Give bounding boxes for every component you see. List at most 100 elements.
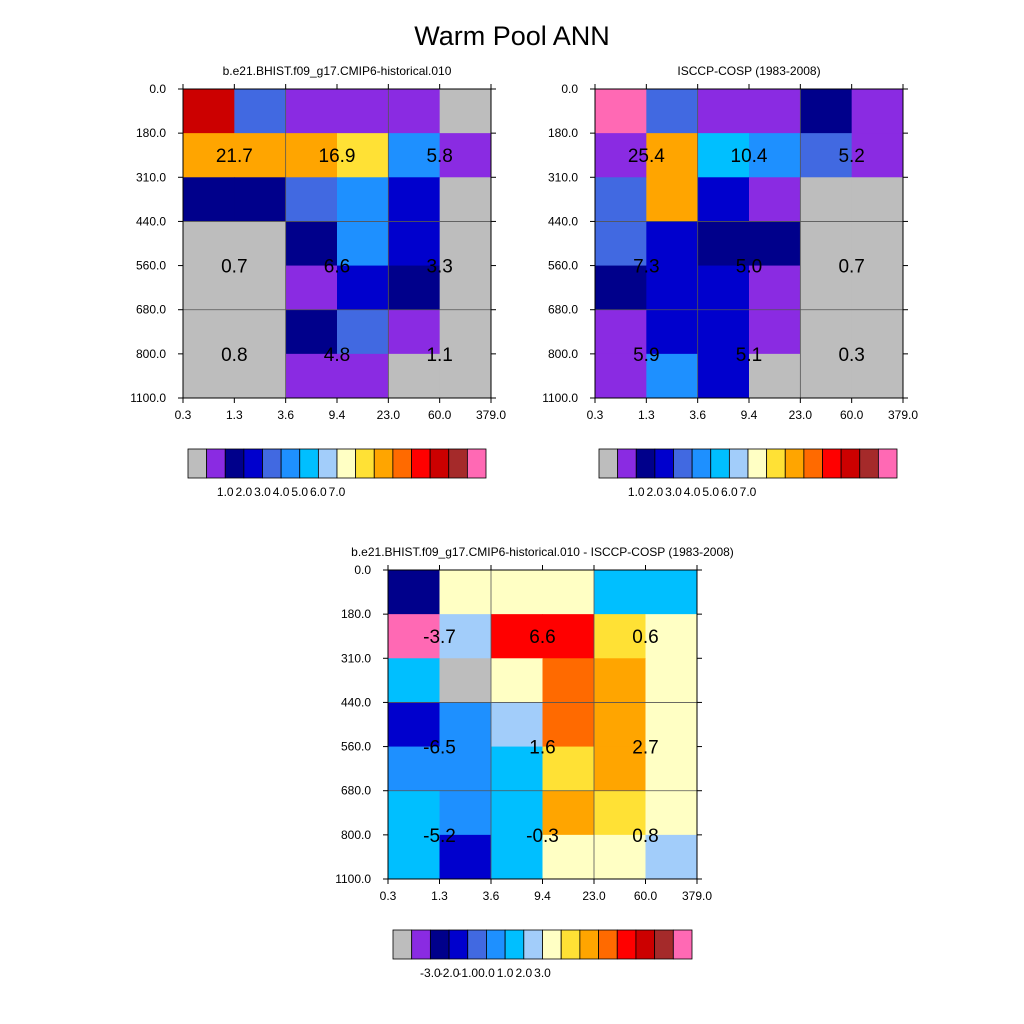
heatmap-cell (749, 353, 801, 399)
colorbar-swatch (859, 448, 879, 479)
heatmap-cell (439, 265, 492, 311)
heatmap-cell (646, 177, 699, 222)
colorbar-swatch (280, 448, 301, 479)
colorbar-swatch (467, 929, 487, 960)
x-tick-label: 60.0 (428, 408, 452, 422)
heatmap-cell (491, 746, 543, 792)
heatmap-cell (645, 658, 698, 703)
colorbar-swatch (392, 929, 413, 960)
cell-value-label: 5.9 (633, 345, 659, 366)
heatmap-cell (439, 89, 492, 134)
colorbar-label: 2.0 (515, 966, 532, 980)
heatmap-cell (388, 309, 441, 355)
heatmap-cell (337, 309, 389, 355)
heatmap-cell (388, 570, 440, 615)
heatmap-cell (388, 834, 440, 880)
colorbar-label: 2.0 (647, 485, 664, 499)
heatmap-cell (439, 353, 492, 399)
y-tick-label: 180.0 (341, 607, 371, 621)
heatmap-cell (697, 177, 750, 222)
heatmap-cell (697, 353, 750, 399)
heatmap-cell (285, 221, 338, 267)
cell-value-label: 5.8 (426, 146, 452, 167)
y-tick-label: 440.0 (341, 695, 371, 709)
colorbar-swatch (598, 929, 618, 960)
heatmap-cell (595, 265, 647, 311)
colorbar-label: 2.0 (236, 485, 253, 499)
heatmap-cell (645, 614, 698, 659)
heatmap-cell (749, 89, 801, 134)
heatmap-cell (749, 221, 801, 267)
colorbar-swatch (466, 448, 487, 479)
colorbar-swatch (448, 929, 469, 960)
colorbar-label: 0.0 (478, 966, 495, 980)
heatmap-cell (491, 570, 543, 615)
heatmap-cell (439, 133, 492, 178)
x-tick-label: 3.6 (689, 408, 706, 422)
colorbar-swatch (579, 929, 599, 960)
heatmap-cell (337, 265, 389, 311)
heatmap-cell (542, 790, 595, 836)
colorbar-swatch (673, 448, 693, 479)
heatmap-cell (388, 353, 441, 399)
heatmap-cell (337, 89, 389, 134)
main-title: Warm Pool ANN (414, 21, 610, 51)
colorbar-swatch (877, 448, 898, 479)
x-tick-label: 0.3 (175, 408, 192, 422)
heatmap-cell (183, 133, 235, 178)
y-tick-label: 1100.0 (542, 391, 578, 405)
heatmap-cell (234, 177, 287, 222)
heatmap-cell (595, 309, 647, 355)
colorbar-swatch (542, 929, 562, 960)
cell-value-label: 5.0 (736, 257, 762, 278)
cell-value-label: 0.7 (221, 257, 247, 278)
cell-value-label: 7.3 (633, 257, 659, 278)
colorbar-swatch (747, 448, 768, 479)
cell-value-label: 10.4 (731, 146, 768, 167)
cell-value-label: 0.7 (838, 257, 864, 278)
cell-value-label: 4.8 (324, 345, 350, 366)
colorbar-swatch (224, 448, 245, 479)
colorbar-label: 3.0 (665, 485, 682, 499)
heatmap-cell (388, 790, 440, 836)
heatmap-cell (697, 265, 750, 311)
cell-value-label: 6.6 (324, 257, 350, 278)
heatmap-cell (851, 89, 904, 134)
heatmap-cell (594, 658, 646, 703)
heatmap-cell (285, 89, 338, 134)
heatmap-cell (491, 790, 543, 836)
heatmap-cell (234, 265, 287, 311)
colorbar-label: 3.0 (534, 966, 551, 980)
heatmap-cell (542, 702, 595, 748)
heatmap-cell (542, 834, 595, 880)
heatmap-cell (800, 133, 853, 178)
colorbar-swatch (598, 448, 619, 479)
heatmap-cell (645, 746, 698, 792)
heatmap-cell (645, 702, 698, 748)
cell-value-label: 1.6 (529, 738, 555, 759)
heatmap-cell (337, 133, 389, 178)
colorbar-label: 6.0 (721, 485, 738, 499)
heatmap-cell (285, 133, 338, 178)
heatmap-cell (388, 746, 440, 792)
cell-value-label: -6.5 (423, 738, 456, 759)
x-tick-label: 23.0 (377, 408, 401, 422)
heatmap-cell (851, 353, 904, 399)
x-tick-label: 23.0 (789, 408, 813, 422)
heatmap-cell (388, 177, 441, 222)
heatmap-cell (337, 221, 389, 267)
colorbar-swatch (654, 448, 674, 479)
cell-value-label: 5.1 (736, 345, 762, 366)
colorbar-swatch (635, 448, 656, 479)
colorbar-label: 3.0 (254, 485, 271, 499)
colorbar-label: 7.0 (329, 485, 346, 499)
x-tick-label: 9.4 (329, 408, 346, 422)
heatmap-cell (183, 309, 235, 355)
heatmap-cell (646, 309, 699, 355)
colorbar-swatch (803, 448, 823, 479)
y-tick-label: 440.0 (548, 214, 578, 228)
heatmap-cell (439, 177, 492, 222)
heatmap-cell (183, 177, 235, 222)
cell-value-label: 1.1 (426, 345, 452, 366)
heatmap-cell (697, 221, 750, 267)
